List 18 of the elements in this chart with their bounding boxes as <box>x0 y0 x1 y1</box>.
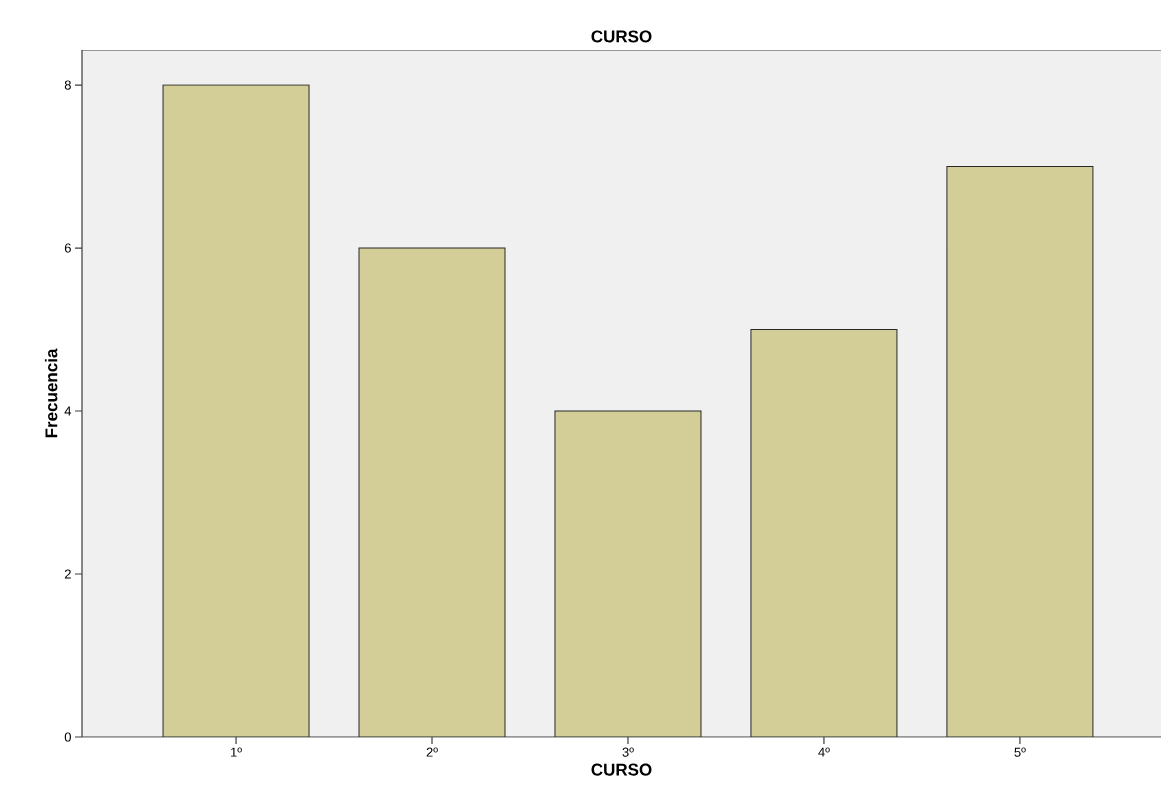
y-tick-label: 2 <box>64 569 71 579</box>
bar <box>162 84 310 737</box>
y-tick-label: 4 <box>64 406 72 416</box>
x-tick-label: 3º <box>622 747 634 757</box>
bar <box>358 247 506 737</box>
x-tick-label: 4º <box>818 747 830 757</box>
bar <box>946 166 1094 737</box>
y-axis-title: Frecuencia <box>44 348 58 438</box>
chart-title: CURSO <box>591 30 652 43</box>
x-tick-label: 1º <box>231 747 242 757</box>
y-tick-label: 0 <box>64 732 71 742</box>
y-tick-label: 6 <box>64 243 71 253</box>
x-axis-title: CURSO <box>591 763 652 776</box>
bar <box>750 329 898 737</box>
bar <box>554 410 702 737</box>
x-tick-label: 5º <box>1014 747 1026 757</box>
x-tick-label: 2º <box>426 747 438 757</box>
y-tick-label: 8 <box>64 80 71 90</box>
